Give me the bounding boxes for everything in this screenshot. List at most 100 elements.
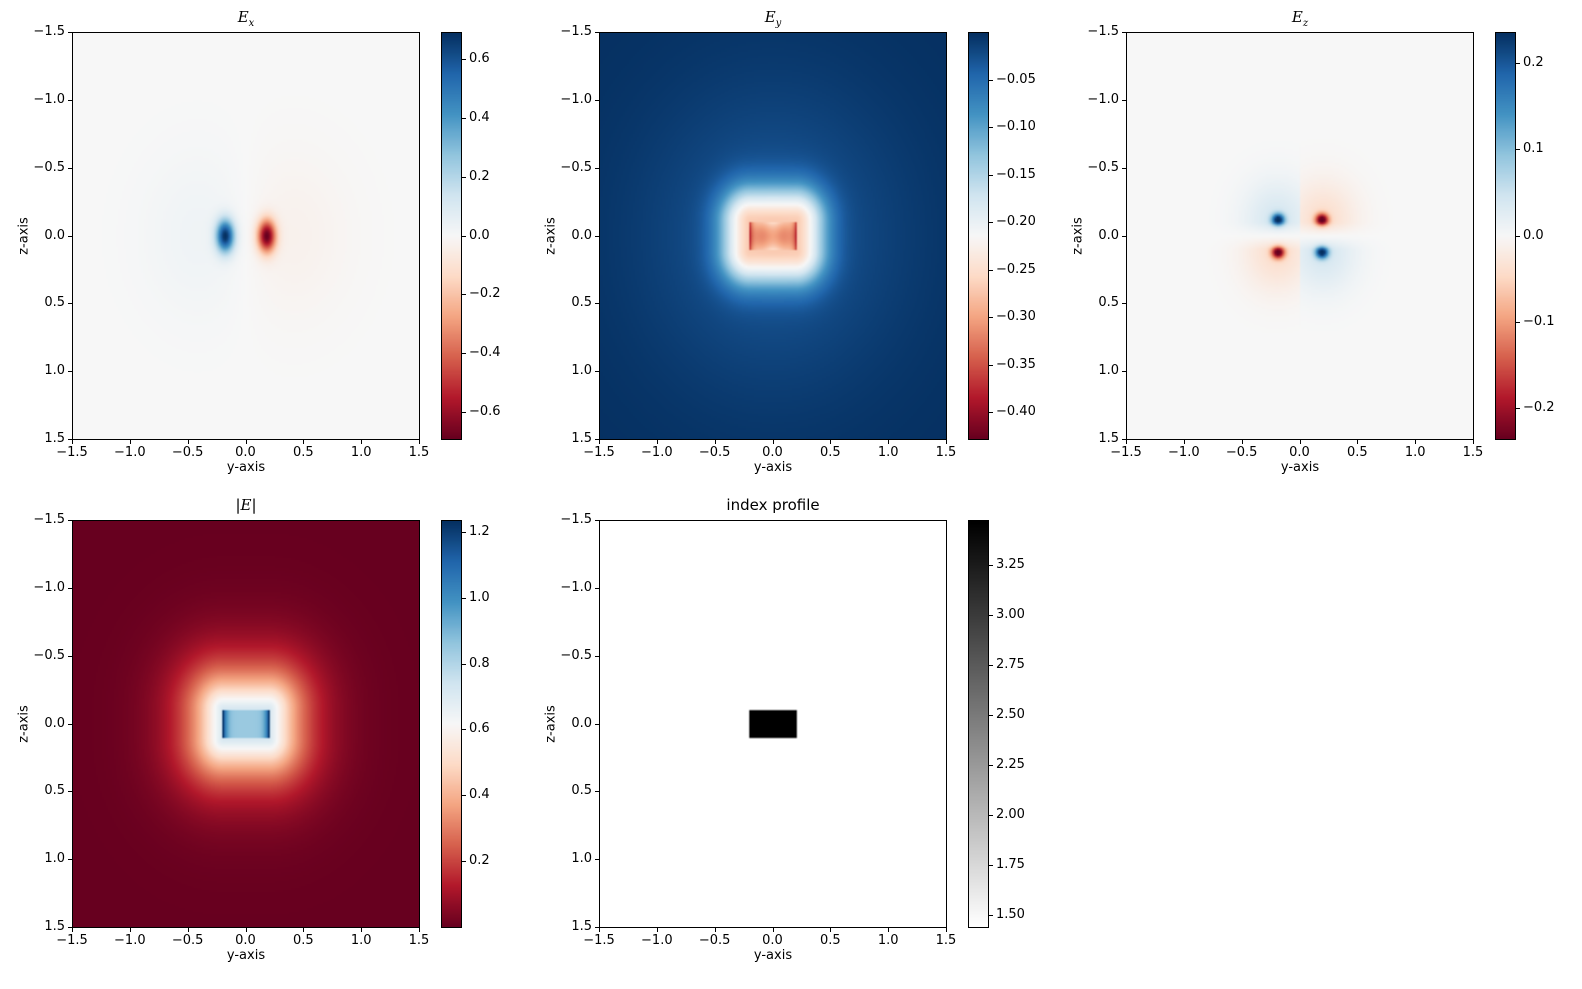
- x-tick-label: −0.5: [1225, 445, 1258, 460]
- heatmap-axes-eabs: [72, 520, 420, 928]
- title-subscript: x: [248, 18, 255, 29]
- y-tick-label: 0.5: [1098, 295, 1119, 311]
- y-tick-label: 0.0: [571, 227, 592, 243]
- x-axis-label: y-axis: [753, 948, 793, 963]
- x-tick-label: 1.0: [877, 445, 899, 460]
- x-tick-label: 1.5: [935, 445, 957, 460]
- colorbar-tick-mark: [462, 597, 466, 599]
- y-tick-mark: [595, 235, 599, 237]
- colorbar-tick-label: 1.75: [996, 857, 1025, 872]
- colorbar-tick-mark: [462, 531, 466, 533]
- colorbar-tick-mark: [462, 235, 466, 237]
- y-tick-mark: [68, 32, 72, 33]
- y-tick-mark: [68, 235, 72, 237]
- heatmap-eabs: [73, 521, 419, 927]
- y-tick-label: 1.0: [44, 851, 65, 867]
- colorbar-tick-mark: [462, 353, 466, 355]
- y-tick-label: −1.0: [1087, 91, 1119, 107]
- y-tick-mark: [68, 927, 72, 928]
- y-tick-mark: [68, 99, 72, 101]
- y-tick-mark: [595, 927, 599, 928]
- colorbar-tick-mark: [462, 294, 466, 296]
- x-tick-label: 1.5: [935, 933, 957, 948]
- colorbar-tick-mark: [989, 565, 993, 566]
- colorbar-gradient: [442, 521, 461, 927]
- x-tick-mark: [888, 440, 890, 444]
- x-tick-mark: [1473, 440, 1474, 444]
- y-tick-label: 0.5: [44, 783, 65, 799]
- x-tick-mark: [1299, 440, 1301, 444]
- x-tick-mark: [714, 928, 716, 932]
- x-tick-mark: [72, 440, 73, 444]
- y-tick-mark: [1122, 32, 1126, 33]
- y-tick-mark: [68, 859, 72, 861]
- y-tick-mark: [68, 520, 72, 521]
- colorbar-tick-label: −0.10: [996, 119, 1036, 135]
- y-tick-mark: [68, 167, 72, 169]
- colorbar-tick-mark: [989, 364, 993, 366]
- y-tick-mark: [68, 303, 72, 305]
- y-tick-label: −1.5: [1087, 24, 1119, 39]
- colorbar-tick-label: 3.00: [996, 607, 1025, 622]
- colorbar-tick-mark: [989, 317, 993, 319]
- heatmap-axes-index: [599, 520, 947, 928]
- y-tick-label: −0.5: [560, 647, 592, 663]
- colorbar-tick-label: 3.25: [996, 557, 1025, 572]
- y-axis-label: z-axis: [1070, 217, 1086, 255]
- x-tick-mark: [830, 440, 832, 444]
- x-tick-mark: [129, 440, 131, 444]
- y-tick-label: −1.5: [560, 24, 592, 39]
- chart-title-eabs: |E|: [235, 496, 257, 514]
- x-tick-label: −0.5: [171, 445, 204, 460]
- colorbar-tick-label: −0.30: [996, 309, 1036, 325]
- y-tick-label: 0.5: [571, 295, 592, 311]
- x-tick-label: 1.5: [408, 445, 430, 460]
- colorbar-tick-label: −0.4: [469, 345, 501, 361]
- colorbar-tick-mark: [989, 815, 993, 816]
- y-tick-mark: [1122, 439, 1126, 440]
- colorbar-tick-mark: [989, 865, 993, 866]
- y-tick-label: 1.5: [44, 431, 65, 446]
- x-tick-label: −0.5: [171, 933, 204, 948]
- colorbar-tick-mark: [989, 765, 993, 766]
- heatmap-axes-ex: [72, 32, 420, 440]
- heatmap-index: [600, 521, 946, 927]
- colorbar-tick-label: 2.00: [996, 807, 1025, 822]
- x-tick-label: 0.5: [292, 445, 314, 460]
- y-axis-label: z-axis: [16, 705, 32, 743]
- y-tick-mark: [595, 655, 599, 657]
- heatmap-ey: [600, 33, 946, 439]
- x-tick-mark: [772, 440, 774, 444]
- x-tick-mark: [946, 928, 947, 932]
- colorbar-gradient: [442, 33, 461, 439]
- colorbar-tick-mark: [1516, 235, 1520, 237]
- x-tick-mark: [1241, 440, 1243, 444]
- y-axis-label: z-axis: [16, 217, 32, 255]
- x-axis-label: y-axis: [1280, 460, 1320, 475]
- y-tick-mark: [1122, 167, 1126, 169]
- colorbar-tick-label: 0.2: [1523, 55, 1544, 71]
- x-tick-mark: [599, 440, 600, 444]
- x-tick-mark: [1183, 440, 1185, 444]
- x-tick-label: 1.0: [350, 933, 372, 948]
- x-tick-mark: [888, 928, 890, 932]
- y-tick-mark: [595, 99, 599, 101]
- title-subscript: y: [775, 18, 782, 29]
- title-symbol: E: [764, 8, 776, 26]
- colorbar-tick-mark: [989, 412, 993, 414]
- colorbar-tick-mark: [462, 58, 466, 60]
- x-tick-mark: [599, 928, 600, 932]
- title-symbol: E: [237, 8, 249, 26]
- y-tick-label: −1.0: [33, 579, 65, 595]
- colorbar-tick-label: −0.6: [469, 404, 501, 420]
- colorbar-eabs: [441, 520, 462, 928]
- x-axis-label: y-axis: [753, 460, 793, 475]
- x-tick-label: 0.0: [1289, 445, 1310, 460]
- x-tick-label: 0.5: [819, 445, 841, 460]
- x-tick-mark: [946, 440, 947, 444]
- y-tick-label: 0.5: [44, 295, 65, 311]
- colorbar-tick-mark: [989, 222, 993, 224]
- x-tick-label: 1.0: [877, 933, 899, 948]
- y-tick-mark: [595, 32, 599, 33]
- x-tick-mark: [245, 440, 247, 444]
